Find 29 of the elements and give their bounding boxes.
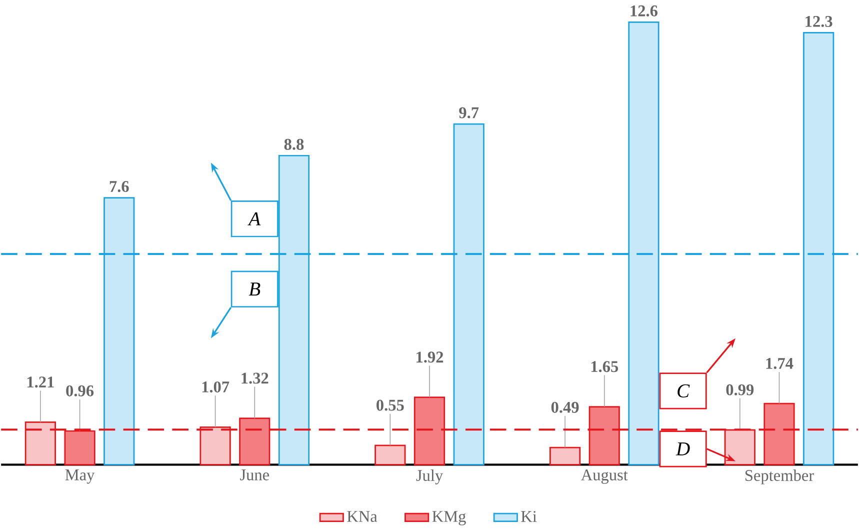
- data-label: 1.65: [591, 360, 618, 372]
- x-tick-label: August: [580, 469, 628, 484]
- data-label: 12.3: [806, 16, 832, 27]
- annotation: D: [676, 442, 690, 456]
- data-label: 9.7: [459, 107, 479, 118]
- data-label: 7.6: [110, 180, 129, 192]
- data-label: 12.6: [630, 5, 658, 16]
- data-label: 1.92: [416, 352, 444, 363]
- data-label: 1.21: [27, 376, 54, 388]
- data-label: 1.74: [766, 358, 794, 369]
- annotation: A: [248, 212, 261, 226]
- legend-label: KNa: [347, 510, 378, 522]
- legend-label: Ki: [521, 510, 537, 522]
- x-tick-label: May: [65, 469, 95, 484]
- data-label: 1.07: [202, 381, 230, 392]
- data-label: 8.8: [284, 138, 304, 150]
- annotation: B: [248, 282, 260, 296]
- data-label: 0.49: [551, 402, 579, 413]
- x-tick-label: September: [745, 469, 814, 484]
- data-label: 0.99: [726, 384, 754, 396]
- annotation: C: [678, 384, 690, 398]
- bar: [549, 446, 581, 466]
- data-label: 1.32: [242, 372, 268, 384]
- bar: [374, 444, 406, 466]
- x-tick-label: July: [416, 469, 444, 484]
- legend-label: KMg: [432, 510, 466, 526]
- data-label: 0.55: [376, 400, 404, 411]
- x-tick-label: June: [240, 469, 270, 480]
- data-label: 0.96: [66, 385, 94, 396]
